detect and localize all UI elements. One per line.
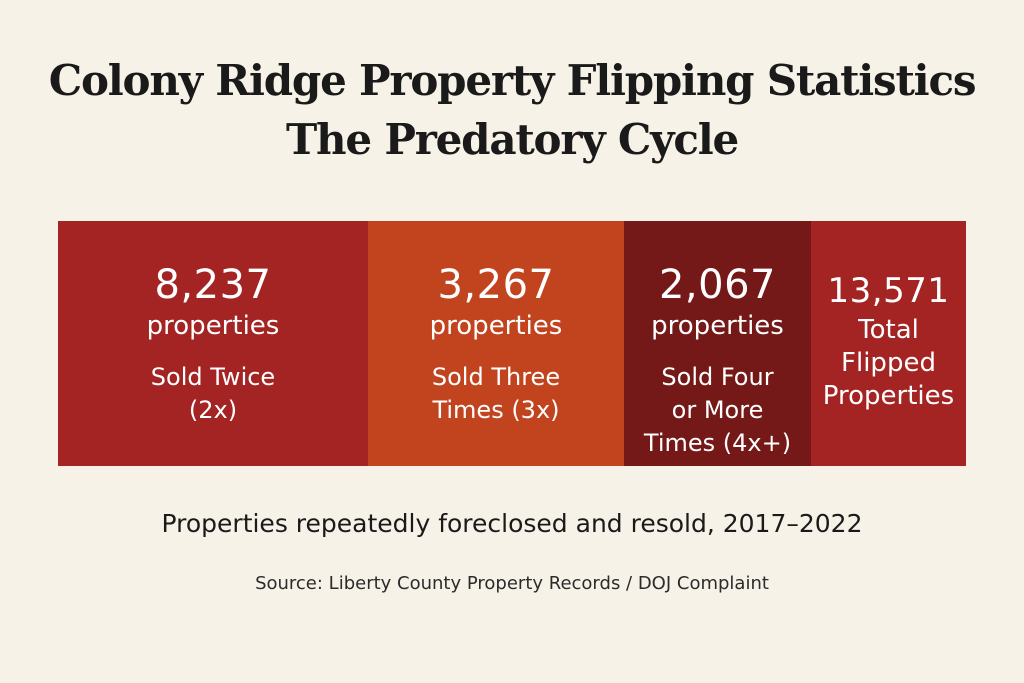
stat-description: Sold Three Times (3x) [368, 361, 624, 427]
stat-description-line: Sold Three [431, 363, 561, 391]
stat-description: Sold Four or More Times (4x+) [624, 361, 811, 460]
stat-blocks: 8,237 properties Sold Twice (2x) 3,267 proper… [58, 221, 966, 466]
stat-unit: properties [651, 311, 784, 341]
stat-value: 3,267 [437, 262, 555, 308]
stat-block-total: 13,571 Total Flipped Properties [811, 221, 966, 466]
chart-caption: Properties repeatedly foreclosed and res… [161, 509, 863, 538]
stat-description-line: or More [671, 396, 764, 424]
stat-description-line: Times (3x) [432, 396, 560, 424]
stat-description-line: Sold Four [661, 363, 774, 391]
stat-description-line: Sold Twice [150, 363, 276, 391]
stat-unit: properties [429, 311, 563, 341]
stat-unit: properties [146, 311, 280, 341]
stat-block-2: 3,267 properties Sold Three Times (3x) [368, 221, 624, 466]
chart-subtitle: The Predatory Cycle [286, 115, 739, 164]
total-value: 13,571 [827, 271, 950, 311]
stat-block-3: 2,067 properties Sold Four or More Times (4x… [624, 221, 811, 466]
chart-title: Colony Ridge Property Flipping Statistic… [48, 56, 977, 105]
total-description-line: Total [858, 315, 919, 345]
stat-description: Sold Twice (2x) [58, 361, 368, 427]
total-description-line: Flipped [841, 348, 936, 378]
source-note: Source: Liberty County Property Records … [255, 573, 769, 594]
stat-description-line: Times (4x+) [643, 429, 792, 457]
stat-description-line: (2x) [188, 396, 238, 424]
total-description-line: Properties [822, 381, 955, 411]
stat-block-1: 8,237 properties Sold Twice (2x) [58, 221, 368, 466]
total-description: Total Flipped Properties [811, 314, 966, 413]
stat-value: 8,237 [154, 262, 272, 308]
stat-value: 2,067 [658, 262, 776, 308]
